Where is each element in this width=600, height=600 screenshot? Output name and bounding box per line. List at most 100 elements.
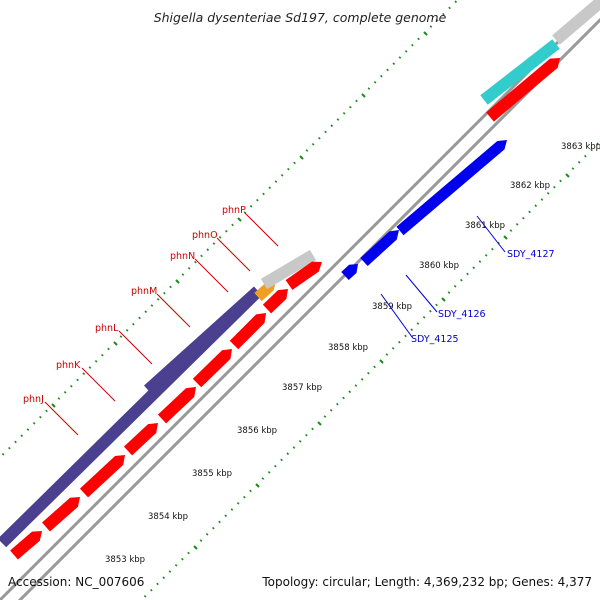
- tick-mark: [329, 409, 333, 412]
- tick-mark: [212, 526, 215, 530]
- tick-mark: [63, 391, 67, 394]
- feature-gray-bar-top-shape: [552, 0, 600, 45]
- tick-mark: [417, 37, 420, 41]
- tick-mark: [559, 179, 562, 183]
- tick-mark: [435, 303, 438, 307]
- leader-line: [476, 215, 506, 253]
- tick-mark: [336, 118, 340, 121]
- tick-mark: [472, 266, 476, 270]
- tick-mark: [230, 508, 234, 511]
- tick-mark: [429, 25, 433, 28]
- tick-mark: [82, 372, 86, 376]
- tick-mark: [534, 204, 538, 208]
- tick-mark: [88, 366, 92, 369]
- tick-mark: [76, 378, 79, 382]
- feature-red-arrow-0-shape: [10, 530, 43, 560]
- tick-mark: [32, 422, 36, 425]
- gene-label-phnM: phnM: [131, 286, 157, 297]
- feature-blue-arrow-1: [341, 264, 358, 281]
- feature-blue-arrow-2-shape: [360, 230, 399, 267]
- tick-mark: [386, 68, 389, 72]
- tick-mark: [224, 514, 228, 518]
- tick-mark: [442, 12, 445, 16]
- tick-mark: [169, 285, 172, 289]
- feature-gray-bar-top: [552, 0, 600, 45]
- feature-red-arrow-4-shape: [157, 386, 197, 424]
- tick-mark: [404, 334, 407, 338]
- leader-line: [405, 274, 438, 313]
- tick-mark: [286, 452, 290, 456]
- leader-line: [156, 293, 191, 328]
- tick-mark: [274, 464, 277, 468]
- tick-mark: [194, 260, 197, 264]
- gene-label-sdy4125: SDY_4125: [411, 334, 459, 345]
- tick-mark: [349, 105, 352, 109]
- tick-mark: [1, 453, 5, 456]
- tick-mark: [143, 595, 147, 598]
- tick-mark: [57, 397, 61, 400]
- tick-mark: [212, 242, 216, 245]
- tick-mark: [454, 0, 458, 4]
- tick-mark: [168, 570, 172, 573]
- kbp-label: 3863 kbp: [561, 142, 600, 152]
- tick-mark: [367, 87, 371, 90]
- feature-blue-arrow-1-shape: [341, 264, 358, 281]
- tick-mark: [577, 161, 581, 164]
- backbone-line-outer-b: [17, 17, 600, 600]
- tick-mark: [466, 272, 469, 276]
- gene-label-phnL: phnL: [95, 323, 119, 334]
- tick-mark: [162, 576, 166, 580]
- genome-title: Shigella dysenteriae Sd197, complete gen…: [154, 10, 447, 25]
- tick-mark: [391, 347, 395, 350]
- tick-mark: [274, 180, 278, 183]
- tick-mark: [225, 229, 228, 233]
- tick-mark: [267, 471, 271, 474]
- feature-red-arrow-8-shape: [285, 261, 323, 290]
- gene-label-phnK: phnK: [56, 360, 81, 371]
- tick-mark: [305, 149, 309, 152]
- leader-line: [380, 293, 413, 338]
- tick-mark: [181, 273, 185, 276]
- kbp-label: 3860 kbp: [419, 261, 459, 271]
- tick-mark: [360, 378, 364, 381]
- tick-mark: [144, 310, 148, 314]
- feature-red-arrow-3-shape: [123, 422, 159, 456]
- feature-red-arrow-9: [486, 58, 560, 122]
- tick-mark: [373, 81, 377, 84]
- tick-mark: [280, 174, 284, 177]
- leader-line: [44, 401, 79, 436]
- tick-mark: [522, 216, 525, 220]
- tick-mark: [422, 316, 426, 319]
- tick-mark: [441, 297, 446, 302]
- tick-mark: [373, 365, 376, 369]
- feature-blue-arrow-3: [396, 139, 508, 236]
- tick-mark: [249, 489, 252, 493]
- leader-line: [194, 258, 229, 293]
- tick-mark: [132, 322, 135, 326]
- feature-red-arrow-7-shape: [262, 289, 289, 314]
- tick-mark: [236, 502, 240, 505]
- tick-mark: [546, 192, 550, 195]
- feature-red-arrow-2-shape: [79, 454, 126, 498]
- gene-label-sdy4126: SDY_4126: [438, 309, 486, 320]
- tick-mark: [336, 402, 339, 406]
- tick-mark: [596, 142, 600, 146]
- tick-mark: [181, 557, 184, 561]
- tick-mark: [348, 390, 352, 394]
- tick-mark: [101, 353, 104, 357]
- tick-mark: [380, 74, 383, 78]
- tick-mark: [255, 483, 260, 488]
- feature-blue-arrow-3-shape: [396, 139, 508, 236]
- tick-mark: [423, 31, 428, 36]
- tick-mark: [491, 247, 494, 251]
- feature-cyan-bar-shape: [480, 39, 560, 105]
- leader-line: [118, 330, 153, 365]
- tick-mark: [231, 223, 234, 227]
- tick-mark: [342, 112, 346, 115]
- tick-mark: [280, 458, 283, 462]
- kbp-label: 3856 kbp: [237, 426, 277, 436]
- feature-red-arrow-5-shape: [192, 348, 233, 388]
